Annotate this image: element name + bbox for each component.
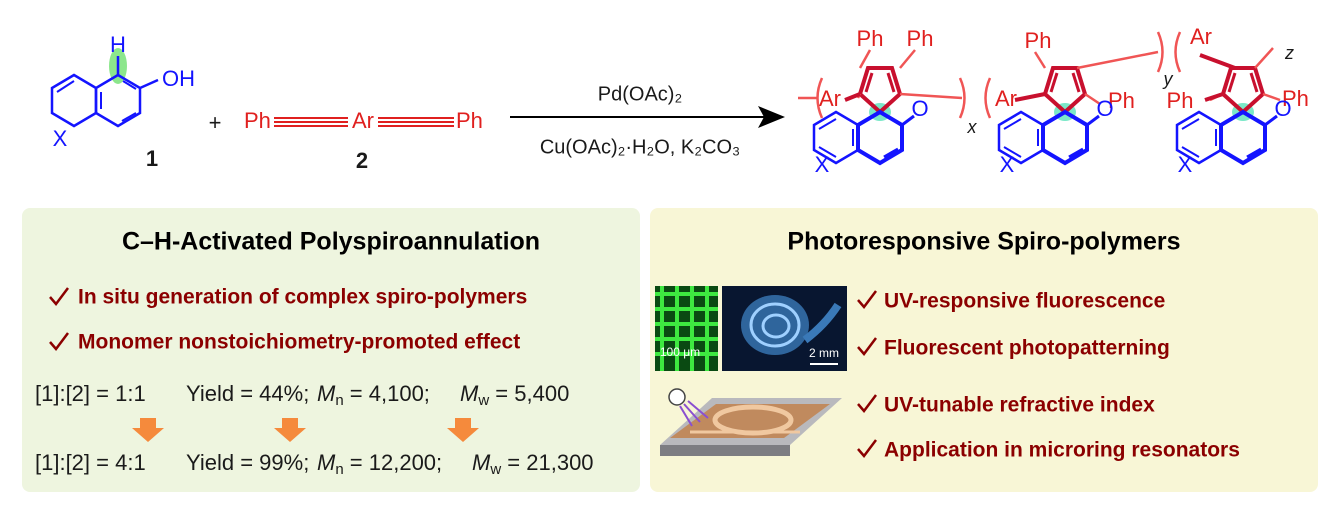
down-arrows: [132, 418, 479, 442]
catalyst: Pd(OAc)₂: [598, 83, 682, 105]
reactant-1: H OH X 1: [50, 32, 195, 171]
left-panel: [22, 208, 640, 492]
symbol: M: [460, 381, 479, 406]
conditions: Cu(OAc)₂·H₂O, K₂CO₃: [540, 136, 740, 158]
scale-label: 100 μm: [660, 345, 700, 359]
carbonyl-oxygen: O: [1274, 96, 1291, 121]
ratio: [1]:[2] = 1:1: [35, 381, 146, 406]
aryl: Ar: [995, 86, 1017, 111]
bullet-text: UV-responsive fluorescence: [884, 290, 1165, 313]
hetero-atom: X: [1000, 152, 1015, 177]
ratio: [1]:[2] = 4:1: [35, 450, 146, 475]
right-panel: [650, 208, 1318, 492]
number-average-mw: Mn = 12,200;: [317, 450, 442, 478]
check-icon: [857, 394, 877, 413]
yield: Yield = 99%;: [186, 450, 309, 475]
compound-number: 1: [146, 146, 158, 171]
value: = 12,200;: [344, 450, 442, 475]
value: = 5,400: [489, 381, 569, 406]
phenyl: Ph: [1108, 88, 1135, 113]
symbol: M: [317, 450, 336, 475]
subscript: n: [335, 392, 343, 409]
bullet-text: Monomer nonstoichiometry-promoted effect: [78, 331, 520, 354]
bullet-text: Fluorescent photopatterning: [884, 337, 1170, 360]
hetero-atom: X: [53, 126, 68, 151]
symbol: M: [317, 381, 336, 406]
bullet-text: Application in microring resonators: [884, 439, 1240, 462]
subscript: w: [477, 392, 489, 409]
check-icon: [857, 439, 877, 458]
aryl: Ar: [352, 108, 374, 133]
carbonyl-oxygen: O: [911, 96, 928, 121]
reactant-2: Ph Ar Ph 2: [244, 108, 483, 173]
carbonyl-oxygen: O: [1096, 96, 1113, 121]
phenyl: Ph: [1282, 86, 1309, 111]
subscript: n: [335, 461, 343, 478]
symbol: M: [472, 450, 491, 475]
check-icon: [49, 287, 69, 306]
phenyl: Ph: [244, 108, 271, 133]
check-icon: [857, 290, 877, 309]
chip-illustration: [660, 388, 842, 456]
aryl: Ar: [1190, 24, 1212, 49]
hydroxyl: OH: [162, 66, 195, 91]
repeat-index: x: [967, 117, 978, 137]
subscript: w: [489, 461, 501, 478]
phenyl: Ph: [1167, 88, 1194, 113]
value: = 4,100;: [344, 381, 430, 406]
grid-image: 100 μm: [655, 286, 718, 371]
arrow-head: [758, 106, 785, 128]
weight-average-mw: Mw = 5,400: [460, 381, 569, 409]
phenyl: Ph: [1025, 28, 1052, 53]
yield: Yield = 44%;: [186, 381, 309, 406]
hydrogen: H: [110, 32, 126, 57]
check-icon: [49, 332, 69, 351]
value: = 21,300: [501, 450, 593, 475]
bullet-text: UV-tunable refractive index: [884, 394, 1155, 417]
aryl: Ar: [819, 86, 841, 111]
repeat-index: z: [1284, 43, 1294, 63]
check-icon: [857, 337, 877, 356]
rose-image: 2 mm: [722, 286, 847, 371]
product: Ar Ph Ph x Ar Ph Ph y Ar Ph Ph z O O O X…: [798, 24, 1309, 177]
repeat-index: y: [1162, 69, 1174, 89]
panel-title: C–H-Activated Polyspiroannulation: [122, 228, 540, 256]
scale-label: 2 mm: [809, 346, 839, 360]
hetero-atom: X: [815, 152, 830, 177]
compound-number: 2: [356, 148, 368, 173]
hetero-atom: X: [1178, 152, 1193, 177]
phenyl: Ph: [456, 108, 483, 133]
bullet-text: In situ generation of complex spiro-poly…: [78, 286, 527, 309]
number-average-mw: Mn = 4,100;: [317, 381, 430, 409]
phenyl: Ph: [857, 26, 884, 51]
phenyl: Ph: [907, 26, 934, 51]
weight-average-mw: Mw = 21,300: [472, 450, 594, 478]
panel-title: Photoresponsive Spiro-polymers: [787, 228, 1180, 256]
plus: +: [209, 110, 222, 135]
